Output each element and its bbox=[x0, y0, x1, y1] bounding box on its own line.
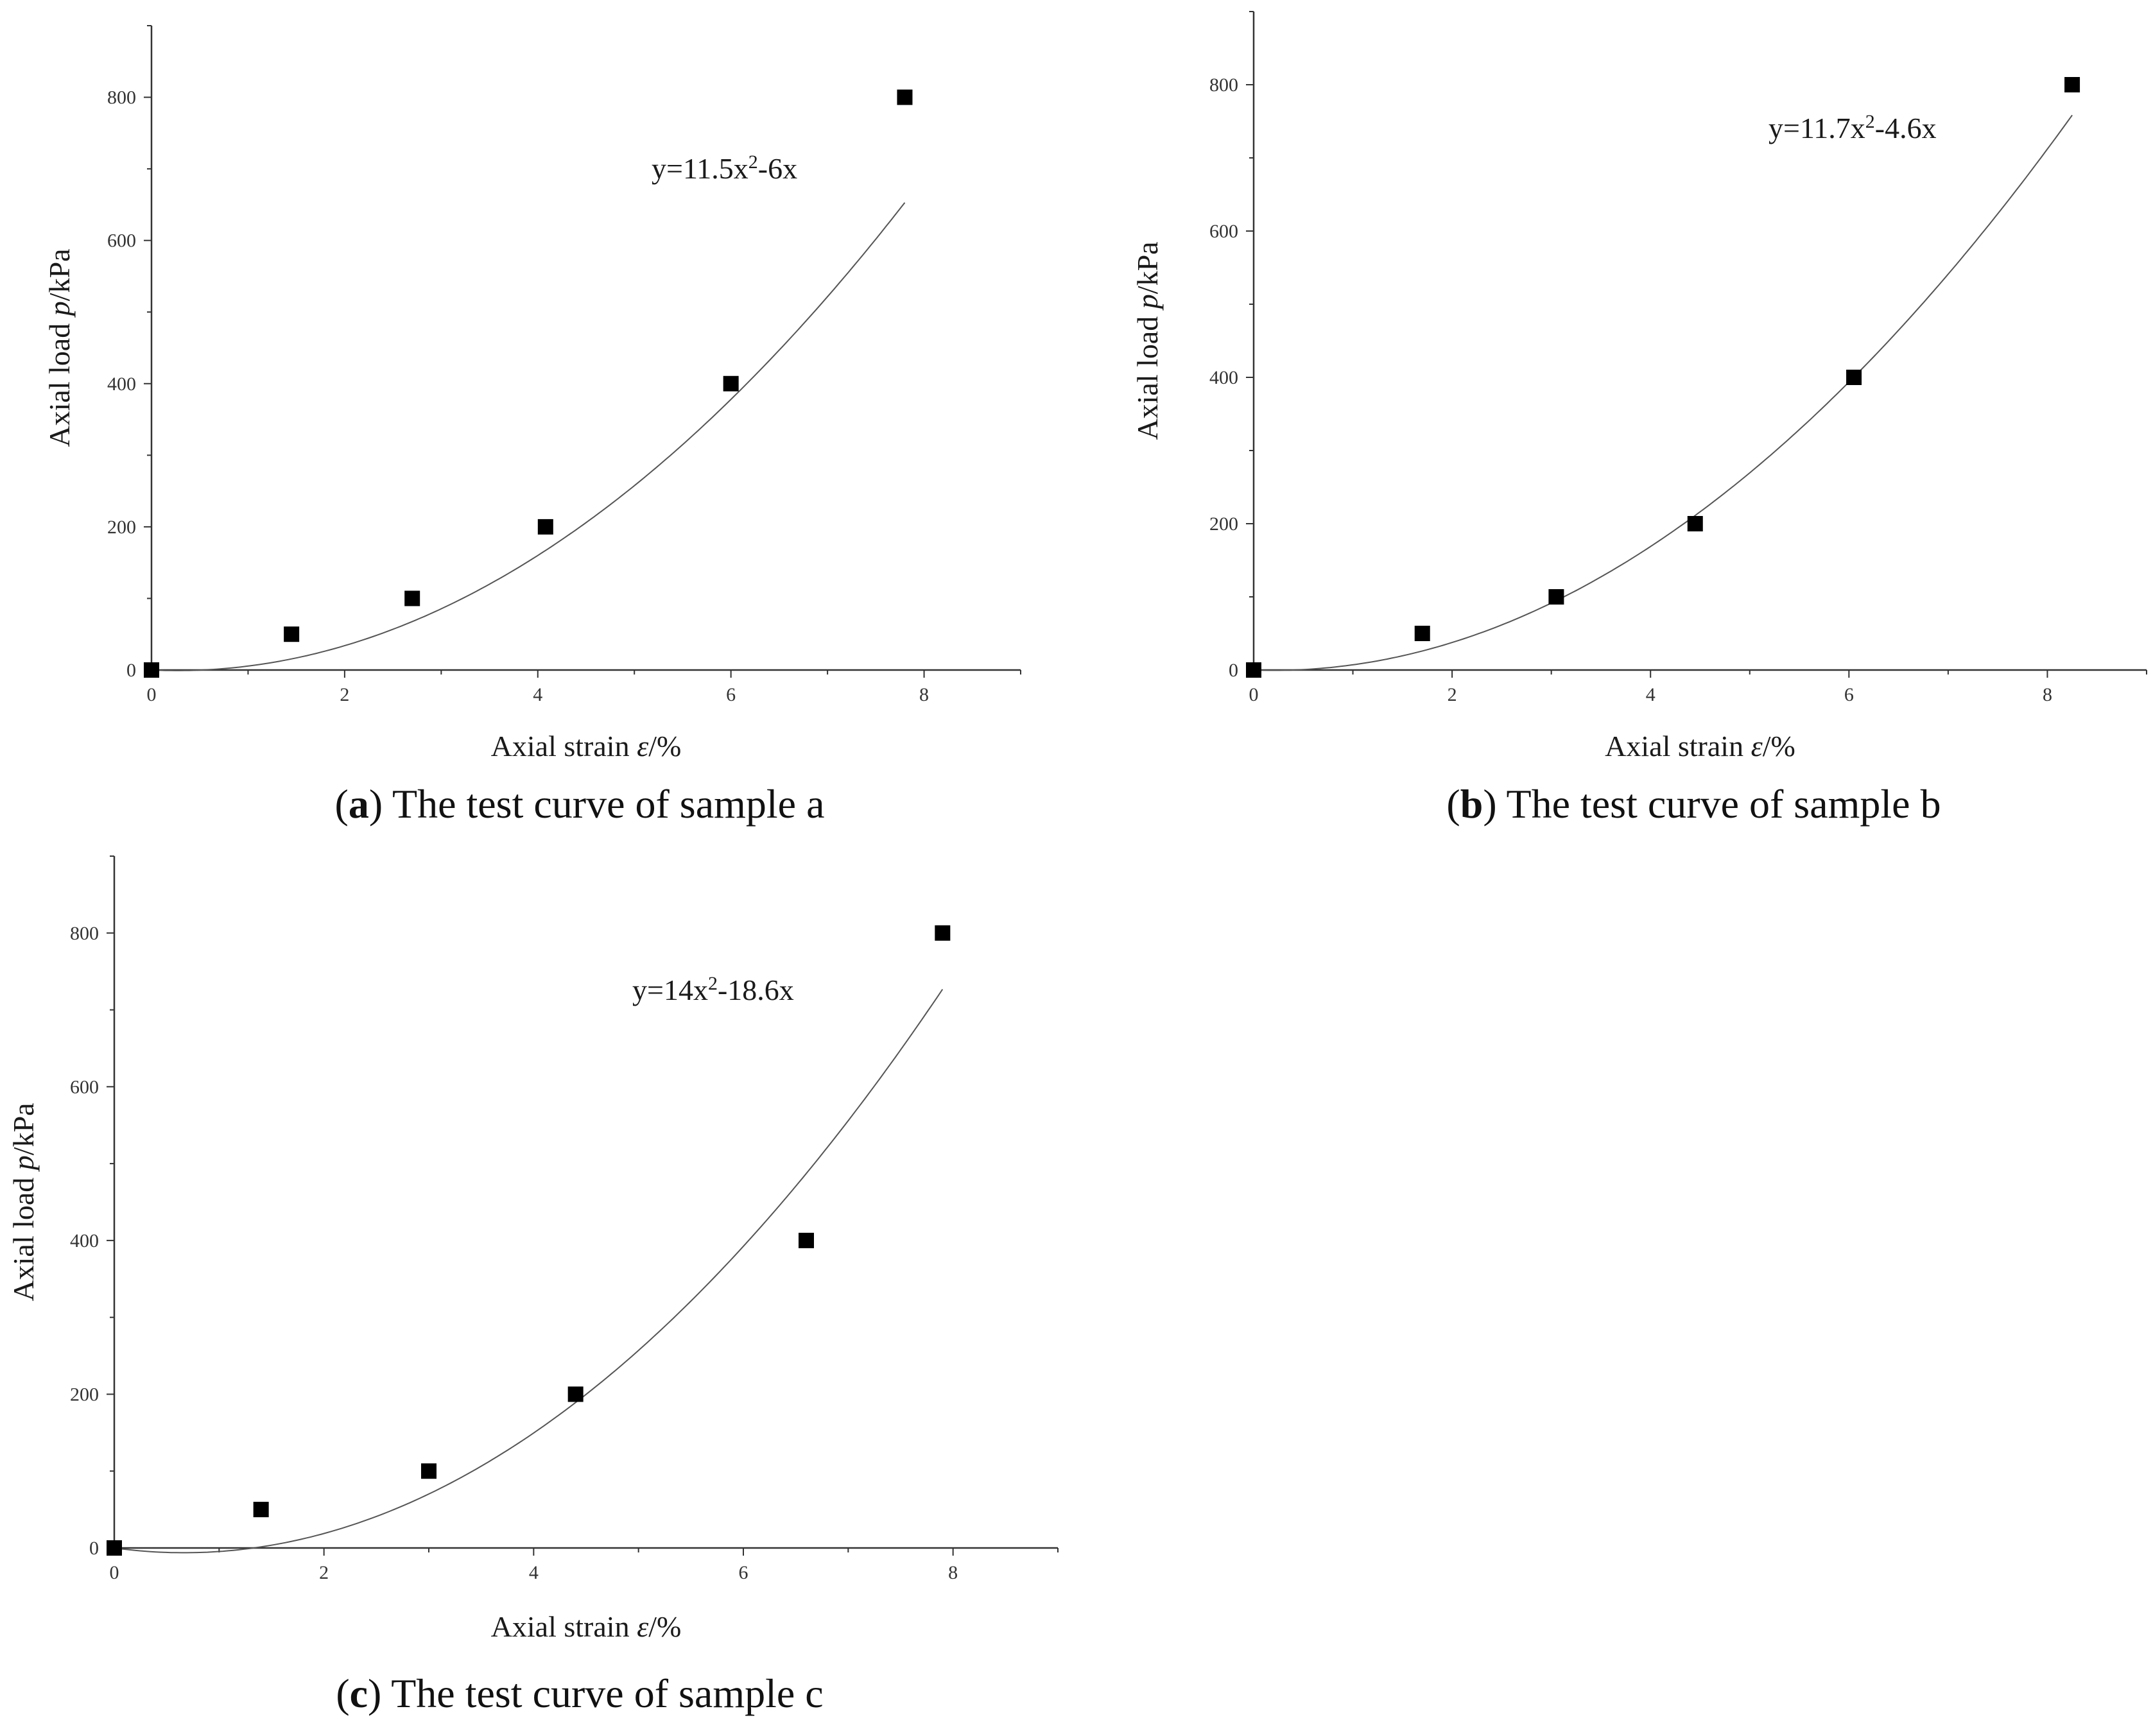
y-ticks: 0 200 400 600 800 bbox=[1209, 74, 1238, 681]
panel-caption: (a) The test curve of sample a bbox=[335, 781, 825, 827]
data-point bbox=[107, 1540, 122, 1556]
y-tick-label: 400 bbox=[70, 1230, 99, 1251]
y-tick-label: 400 bbox=[1209, 367, 1238, 388]
panel-b: 0 2 4 6 8 0 200 400 600 800 Axial strain… bbox=[1131, 11, 2147, 827]
y-ticks: 0 200 400 600 800 bbox=[107, 87, 136, 681]
x-tick-label: 4 bbox=[533, 684, 542, 705]
x-axis-label: Axial strain ε/% bbox=[491, 730, 682, 762]
x-tick-label: 2 bbox=[1448, 684, 1457, 705]
x-tick-label: 8 bbox=[948, 1562, 958, 1583]
fit-curve bbox=[1253, 114, 2073, 671]
y-tick-label: 200 bbox=[107, 517, 136, 538]
y-axis-label: Axial load p/kPa bbox=[1131, 241, 1164, 440]
y-tick-label: 200 bbox=[1209, 513, 1238, 535]
y-tick-label: 800 bbox=[107, 87, 136, 108]
y-tick-label: 600 bbox=[70, 1076, 99, 1097]
y-axis-label: Axial load p/kPa bbox=[7, 1103, 40, 1301]
x-ticks: 0 2 4 6 8 bbox=[110, 1562, 958, 1583]
data-points bbox=[1246, 77, 2080, 678]
tick-marks bbox=[1246, 11, 2147, 678]
y-tick-label: 400 bbox=[107, 374, 136, 395]
data-point bbox=[2064, 77, 2080, 92]
x-tick-label: 0 bbox=[110, 1562, 119, 1583]
tick-marks bbox=[144, 25, 1021, 678]
x-tick-label: 8 bbox=[2043, 684, 2052, 705]
x-axis-label: Axial strain ε/% bbox=[491, 1610, 682, 1643]
data-point bbox=[421, 1463, 437, 1479]
x-ticks: 0 2 4 6 8 bbox=[1249, 684, 2052, 705]
data-point bbox=[1687, 516, 1703, 531]
panel-caption: (c) The test curve of sample c bbox=[336, 1671, 823, 1716]
y-tick-label: 0 bbox=[89, 1538, 99, 1559]
data-point bbox=[144, 662, 159, 678]
x-tick-label: 4 bbox=[1646, 684, 1656, 705]
data-point bbox=[1246, 662, 1261, 678]
fit-equation: y=11.7x2-4.6x bbox=[1768, 111, 1937, 144]
x-tick-label: 0 bbox=[147, 684, 157, 705]
x-tick-label: 6 bbox=[726, 684, 736, 705]
x-tick-label: 8 bbox=[919, 684, 929, 705]
x-axis-label: Axial strain ε/% bbox=[1605, 730, 1795, 762]
fit-equation: y=11.5x2-6x bbox=[652, 151, 797, 185]
data-points bbox=[107, 925, 951, 1556]
y-tick-label: 800 bbox=[1209, 74, 1238, 96]
x-tick-label: 2 bbox=[340, 684, 349, 705]
y-tick-label: 200 bbox=[70, 1384, 99, 1405]
fit-curve bbox=[151, 202, 906, 671]
x-tick-label: 6 bbox=[739, 1562, 748, 1583]
x-tick-label: 0 bbox=[1249, 684, 1259, 705]
panel-a: 0 2 4 6 8 0 200 400 600 800 Axial strain… bbox=[43, 25, 1021, 827]
data-point bbox=[537, 519, 553, 535]
x-tick-label: 6 bbox=[1844, 684, 1854, 705]
x-ticks: 0 2 4 6 8 bbox=[147, 684, 930, 705]
fit-curve bbox=[114, 988, 944, 1554]
data-point bbox=[935, 925, 951, 941]
data-point bbox=[284, 626, 300, 642]
data-point bbox=[799, 1232, 814, 1248]
data-point bbox=[567, 1386, 584, 1402]
panel-caption: (b) The test curve of sample b bbox=[1446, 781, 1941, 827]
data-point bbox=[1548, 589, 1564, 605]
fit-equation: y=14x2-18.6x bbox=[632, 973, 794, 1006]
panel-c: 0 2 4 6 8 0 200 400 600 800 Axial strain… bbox=[7, 855, 1059, 1716]
data-point bbox=[404, 590, 420, 606]
x-tick-label: 2 bbox=[319, 1562, 329, 1583]
y-tick-label: 0 bbox=[126, 660, 136, 681]
y-axis-label: Axial load p/kPa bbox=[43, 248, 76, 447]
data-point bbox=[253, 1502, 269, 1518]
x-tick-label: 4 bbox=[529, 1562, 539, 1583]
data-points bbox=[144, 89, 913, 678]
data-point bbox=[1414, 626, 1430, 641]
y-tick-label: 600 bbox=[1209, 221, 1238, 242]
y-tick-label: 0 bbox=[1229, 660, 1238, 681]
data-point bbox=[897, 89, 913, 105]
tick-marks bbox=[107, 855, 1059, 1556]
data-point bbox=[1846, 370, 1862, 385]
y-tick-label: 600 bbox=[107, 230, 136, 252]
data-point bbox=[723, 375, 739, 391]
y-tick-label: 800 bbox=[70, 923, 99, 944]
y-ticks: 0 200 400 600 800 bbox=[70, 923, 99, 1559]
